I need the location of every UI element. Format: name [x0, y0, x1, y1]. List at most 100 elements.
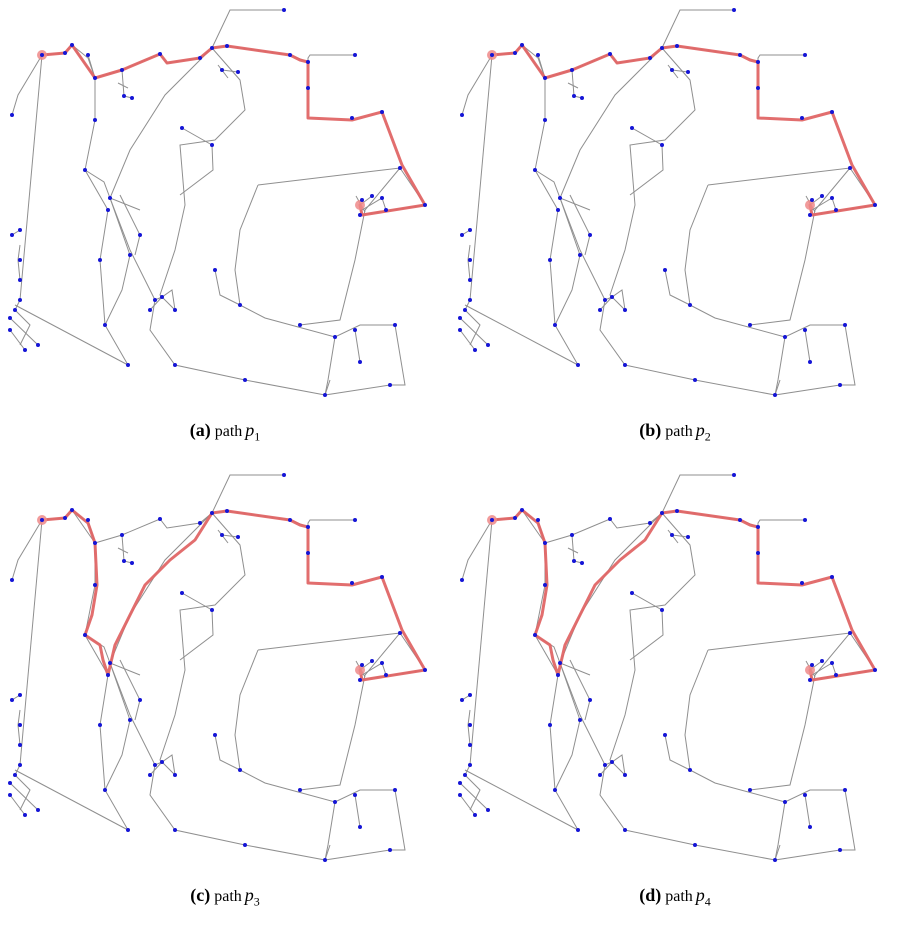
network-node	[8, 316, 12, 320]
network-edge	[17, 244, 21, 281]
network-node	[783, 335, 787, 339]
network-node	[213, 268, 217, 272]
network-edge	[9, 329, 26, 351]
network-node	[236, 70, 240, 74]
network-edge	[19, 54, 43, 301]
caption-d: (d) path p4	[450, 885, 900, 910]
network-node	[13, 773, 17, 777]
network-edge	[354, 329, 361, 363]
network-node	[236, 535, 240, 539]
network-node	[393, 323, 397, 327]
network-node	[333, 335, 337, 339]
network-graph-a	[8, 8, 427, 397]
network-node	[580, 96, 584, 100]
network-node	[370, 194, 374, 198]
network-node	[460, 698, 464, 702]
network-edge	[459, 329, 476, 351]
network-edge	[324, 801, 391, 861]
network-node	[210, 46, 214, 50]
network-edge	[804, 794, 811, 828]
network-edge	[211, 474, 284, 514]
network-node	[486, 808, 490, 812]
network-node	[468, 258, 472, 262]
network-node	[70, 508, 74, 512]
network-node	[180, 591, 184, 595]
caption-variable: p4	[695, 885, 711, 909]
network-node	[756, 60, 760, 64]
network-edge	[459, 794, 476, 816]
network-node	[460, 233, 464, 237]
network-edge	[559, 47, 663, 211]
caption-label: (b)	[639, 420, 662, 440]
network-edge	[9, 317, 39, 346]
network-node	[838, 383, 842, 387]
network-node	[103, 788, 107, 792]
network-edge	[11, 54, 43, 116]
network-node	[288, 518, 292, 522]
network-node	[610, 760, 614, 764]
network-node	[648, 521, 652, 525]
network-node	[108, 196, 112, 200]
network-node	[153, 763, 157, 767]
network-node	[353, 518, 357, 522]
network-node	[843, 323, 847, 327]
network-node	[288, 53, 292, 57]
caption-word: path	[214, 888, 242, 905]
network-node	[398, 631, 402, 635]
network-node	[306, 60, 310, 64]
network-node	[353, 793, 357, 797]
path-end-marker	[355, 665, 365, 675]
network-node	[578, 253, 582, 257]
network-node	[86, 53, 90, 57]
caption-label: (d)	[639, 885, 662, 905]
network-node	[306, 86, 310, 90]
caption-word: path	[665, 888, 693, 905]
network-edge	[299, 632, 401, 791]
network-node	[370, 659, 374, 663]
network-node	[468, 228, 472, 232]
network-edge	[154, 289, 176, 311]
network-node	[834, 208, 838, 212]
network-edge	[629, 127, 664, 196]
network-node	[520, 43, 524, 47]
network-node	[18, 743, 22, 747]
network-node	[630, 126, 634, 130]
network-edge	[571, 69, 583, 99]
network-edge	[774, 801, 841, 861]
network-edge	[629, 592, 664, 661]
network-edge	[571, 534, 583, 564]
network-node	[808, 213, 812, 217]
network-node	[834, 673, 838, 677]
network-node	[40, 518, 44, 522]
network-node	[18, 298, 22, 302]
network-node	[108, 661, 112, 665]
network-node	[783, 800, 787, 804]
network-edge	[9, 782, 39, 811]
network-node	[353, 53, 357, 57]
network-node	[130, 96, 134, 100]
network-node	[243, 843, 247, 847]
network-node	[670, 68, 674, 72]
network-edge	[544, 510, 805, 544]
network-node	[533, 168, 537, 172]
network-node	[148, 308, 152, 312]
network-node	[63, 51, 67, 55]
network-node	[350, 116, 354, 120]
network-edge	[609, 47, 696, 311]
network-node	[130, 561, 134, 565]
network-node	[380, 575, 384, 579]
network-node	[536, 518, 540, 522]
network-node	[93, 76, 97, 80]
network-node	[490, 53, 494, 57]
network-node	[225, 509, 229, 513]
network-node	[306, 551, 310, 555]
network-node	[173, 363, 177, 367]
network-node	[738, 518, 742, 522]
network-node	[603, 763, 607, 767]
network-node	[556, 208, 560, 212]
network-node	[663, 733, 667, 737]
network-node	[533, 633, 537, 637]
network-edge	[459, 317, 489, 346]
network-node	[748, 788, 752, 792]
caption-word: path	[665, 423, 693, 440]
